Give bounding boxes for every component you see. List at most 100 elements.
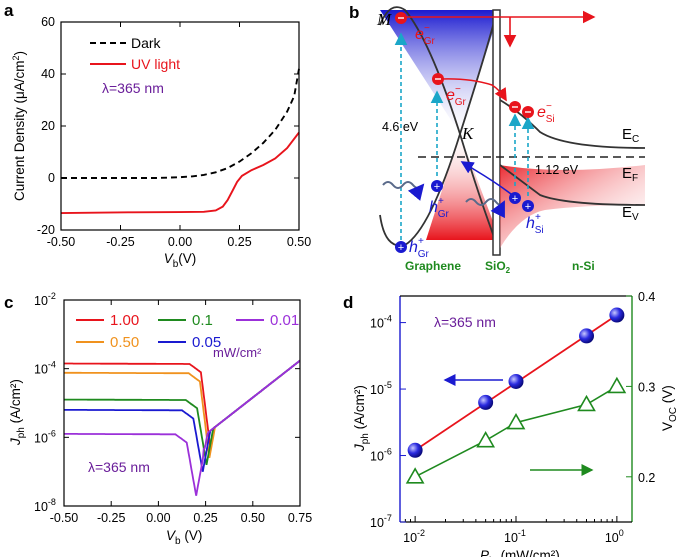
graphene-upper-cone bbox=[380, 10, 500, 134]
label-e-gr: e− Gr bbox=[415, 23, 436, 47]
voc-point bbox=[607, 376, 627, 394]
y-tick-label: 60 bbox=[41, 15, 55, 29]
panel-b-letter: b bbox=[349, 3, 359, 22]
series-0-05-line bbox=[64, 359, 301, 472]
x-tick-label: 0.00 bbox=[146, 511, 170, 525]
svg-text:+: + bbox=[398, 242, 404, 254]
panel-c-letter: c bbox=[4, 293, 13, 312]
y-left-tick-label: 10-5 bbox=[370, 380, 392, 397]
electron-transfer-mid bbox=[440, 78, 507, 102]
voc-point bbox=[405, 467, 425, 484]
x-axis-label: Vb(V) bbox=[164, 251, 197, 270]
jph-point bbox=[478, 394, 494, 410]
series-0-1-line bbox=[64, 359, 301, 465]
y-tick-label: 10-6 bbox=[34, 428, 56, 445]
label-sio2: SiO2 bbox=[485, 259, 511, 275]
legend-dark-label: Dark bbox=[131, 35, 162, 51]
y-right-axis-label: VOC (V) bbox=[660, 385, 679, 431]
label-e-si: e− Si bbox=[537, 101, 555, 125]
panel-d-plot-area: 10-2 10-1 100 10-7 10-6 10-5 10-4 0.2 0.3 0.4 Pin … bbox=[352, 290, 679, 557]
panel-b: b bbox=[349, 3, 646, 275]
jph-point bbox=[609, 307, 625, 323]
series-0-01-line bbox=[64, 359, 301, 496]
y-left-tick-label: 10-4 bbox=[370, 314, 392, 331]
label-Ev: EV bbox=[622, 204, 639, 223]
svg-text:+: + bbox=[434, 181, 440, 193]
y-axis-label: Jph (A/cm²) bbox=[8, 379, 27, 446]
label-h-gr: h+ Gr bbox=[429, 196, 450, 220]
y-left-axis-label: Jph (A/cm²) bbox=[352, 385, 371, 452]
graphene-band-lower bbox=[379, 130, 498, 247]
x-axis-label: Pin (mW/cm²) bbox=[480, 548, 560, 557]
legend-label-0-01: 0.01 bbox=[270, 312, 299, 329]
x-axis-label: Vb (V) bbox=[166, 528, 202, 547]
si-red-fill bbox=[500, 165, 645, 248]
legend-label-0-05: 0.05 bbox=[192, 334, 221, 351]
panel-c: c -0.50 -0.25 0.00 0.25 0.50 0.75 10-8 10-6 10-4… bbox=[4, 291, 312, 547]
panel-c-plot-area: -0.50 -0.25 0.00 0.25 0.50 0.75 10-8 10-6 10-4 10… bbox=[8, 291, 312, 547]
label-e-gr-2: e− Gr bbox=[446, 84, 467, 108]
y-tick-label: 20 bbox=[41, 119, 55, 133]
hole-si-1 bbox=[509, 192, 521, 204]
panel-d-wavelength: λ=365 nm bbox=[434, 314, 496, 330]
hole-graphene-bottom bbox=[395, 241, 407, 253]
photon-wave-left bbox=[382, 181, 425, 201]
x-tick-label: 10-2 bbox=[403, 528, 425, 545]
label-M: M bbox=[376, 10, 392, 29]
panel-a: a -0.50 -0.25 0.00 0.25 0.50 -20 0 20 40 60 Vb(V) C… bbox=[4, 1, 311, 270]
voc-point bbox=[476, 431, 496, 448]
panel-a-letter: a bbox=[4, 1, 14, 20]
y-axis-label: Current Density (μA/cm2) bbox=[11, 51, 27, 201]
panel-c-wavelength: λ=365 nm bbox=[88, 459, 150, 475]
x-tick-label: 0.75 bbox=[288, 511, 312, 525]
x-tick-label: 0.50 bbox=[287, 235, 311, 249]
y-tick-label: 0 bbox=[48, 171, 55, 185]
panel-d: d 10-2 10-1 100 10-7 10-6 10-5 10-4 0.2 0.3 0.4 Pi… bbox=[343, 290, 679, 557]
svg-text:+: + bbox=[512, 193, 518, 205]
si-valence-band bbox=[499, 164, 646, 206]
legend-label-0-1: 0.1 bbox=[192, 312, 213, 329]
y-tick-label: -20 bbox=[37, 223, 55, 237]
sio2-barrier bbox=[492, 9, 501, 256]
panel-a-plot-area: -0.50 -0.25 0.00 0.25 0.50 -20 0 20 40 60 Vb(V) Cur… bbox=[11, 15, 311, 270]
panel-a-wavelength: λ=365 nm bbox=[102, 80, 164, 96]
label-graphene: Graphene bbox=[405, 259, 461, 273]
y-right-tick-label: 0.2 bbox=[638, 471, 655, 485]
x-tick-label: 100 bbox=[605, 528, 624, 545]
label-h-gr-bottom: h+ Gr bbox=[409, 236, 430, 260]
label-Ec: EC bbox=[622, 126, 639, 145]
hole-graphene bbox=[431, 180, 443, 192]
label-K: K bbox=[461, 124, 475, 143]
label-Ef: EF bbox=[622, 165, 638, 184]
panel-d-letter: d bbox=[343, 293, 353, 312]
jph-point bbox=[407, 442, 423, 458]
panel-c-legend: 1.00 0.50 0.1 0.05 0.01 mW/cm² bbox=[76, 312, 299, 360]
x-tick-label: -0.50 bbox=[50, 511, 79, 525]
x-tick-label: 10-1 bbox=[504, 528, 526, 545]
x-tick-label: 0.25 bbox=[227, 235, 251, 249]
x-tick-label: -0.25 bbox=[97, 511, 126, 525]
y-right-tick-label: 0.4 bbox=[638, 290, 655, 304]
x-tick-label: 0.00 bbox=[168, 235, 192, 249]
label-4-6-ev: 4.6 eV bbox=[382, 120, 419, 134]
legend-unit: mW/cm² bbox=[213, 345, 262, 360]
legend-label-0-50: 0.50 bbox=[110, 334, 139, 351]
x-tick-label: -0.50 bbox=[47, 235, 76, 249]
label-n-si: n-Si bbox=[572, 259, 595, 273]
panel-a-frame bbox=[60, 21, 300, 231]
y-left-tick-label: 10-7 bbox=[370, 513, 392, 530]
y-tick-label: 10-2 bbox=[34, 291, 56, 308]
jph-point bbox=[579, 328, 595, 344]
label-h-si: h+ Si bbox=[526, 212, 544, 236]
jph-point bbox=[508, 373, 524, 389]
y-right-tick-label: 0.3 bbox=[638, 380, 655, 394]
x-tick-label: -0.25 bbox=[106, 235, 135, 249]
legend-uv-label: UV light bbox=[131, 56, 180, 72]
y-tick-label: 10-4 bbox=[34, 360, 56, 377]
y-tick-label: 40 bbox=[41, 67, 55, 81]
legend-label-1-00: 1.00 bbox=[110, 312, 139, 329]
hole-si-2 bbox=[522, 200, 534, 212]
y-left-tick-label: 10-6 bbox=[370, 447, 392, 464]
voc-point bbox=[577, 394, 596, 412]
